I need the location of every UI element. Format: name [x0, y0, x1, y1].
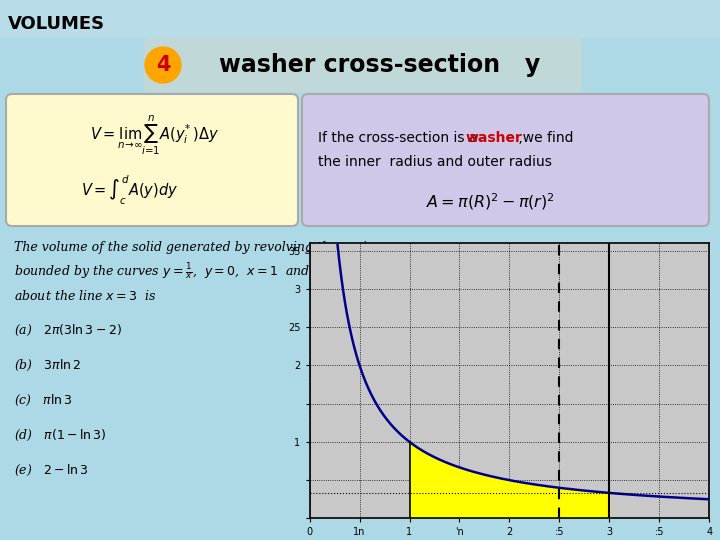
- Text: about the line $x = 3$  is: about the line $x = 3$ is: [14, 289, 156, 303]
- FancyBboxPatch shape: [6, 94, 298, 226]
- Text: T-102: T-102: [577, 247, 703, 289]
- Text: (a)   $2\pi(3\ln 3 - 2)$: (a) $2\pi(3\ln 3 - 2)$: [14, 322, 122, 338]
- Text: (e)   $2 - \ln 3$: (e) $2 - \ln 3$: [14, 462, 89, 477]
- Text: ,we find: ,we find: [514, 131, 574, 145]
- Circle shape: [145, 47, 181, 83]
- Text: VOLUMES: VOLUMES: [8, 15, 105, 33]
- FancyBboxPatch shape: [302, 94, 709, 226]
- Text: The volume of the solid generated by revolving the region: The volume of the solid generated by rev…: [14, 241, 382, 254]
- FancyBboxPatch shape: [0, 0, 720, 38]
- Text: If the cross-section is a: If the cross-section is a: [318, 131, 482, 145]
- Text: the inner  radius and outer radius: the inner radius and outer radius: [318, 155, 552, 169]
- Text: $V = \lim_{n \to \infty} \sum_{i=1}^{n} A(y_i^*)\Delta y$: $V = \lim_{n \to \infty} \sum_{i=1}^{n} …: [91, 113, 220, 157]
- Text: $A = \pi(R)^2 - \pi(r)^2$: $A = \pi(R)^2 - \pi(r)^2$: [426, 192, 554, 212]
- Text: bounded by the curves $y = \frac{1}{x}$,  $y = 0$,  $x = 1$  and  $x = 3$: bounded by the curves $y = \frac{1}{x}$,…: [14, 262, 348, 282]
- Text: 4: 4: [156, 55, 170, 75]
- Text: washer: washer: [466, 131, 523, 145]
- Text: washer cross-section   y: washer cross-section y: [220, 53, 541, 77]
- Text: $V = \int_c^d A(y)dy$: $V = \int_c^d A(y)dy$: [81, 173, 179, 207]
- Text: (b)   $3\pi \ln 2$: (b) $3\pi \ln 2$: [14, 357, 81, 373]
- Text: (d)   $\pi(1 - \ln 3)$: (d) $\pi(1 - \ln 3)$: [14, 428, 107, 443]
- Text: (c)   $\pi \ln 3$: (c) $\pi \ln 3$: [14, 393, 73, 408]
- FancyBboxPatch shape: [144, 38, 582, 92]
